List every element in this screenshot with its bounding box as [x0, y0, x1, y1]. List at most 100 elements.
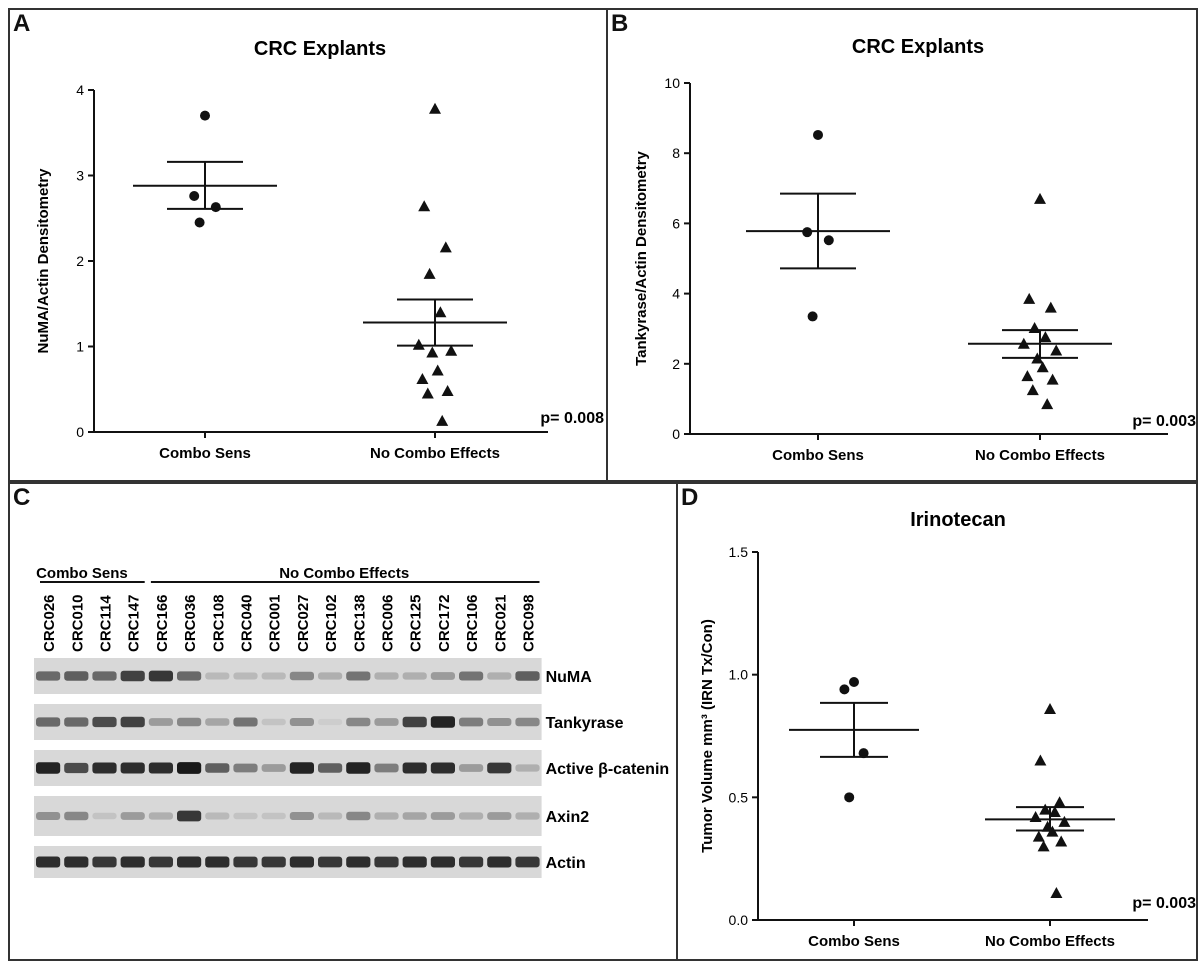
blot-band — [64, 762, 89, 774]
blot-band — [36, 762, 61, 774]
lane-label: CRC010 — [69, 594, 86, 652]
panel-label-d: D — [681, 484, 699, 511]
data-point-triangle — [1048, 806, 1061, 818]
data-point-triangle — [1050, 887, 1063, 899]
y-axis-label: NuMA/Actin Densitometry — [35, 168, 52, 354]
lane-label: CRC001 — [267, 594, 284, 652]
y-tick-label: 6 — [672, 215, 680, 231]
blot-band — [205, 763, 230, 773]
lane-label: CRC172 — [436, 594, 453, 652]
blot-band — [205, 718, 230, 726]
y-tick-label: 0 — [672, 426, 680, 442]
lane-label: CRC147 — [126, 594, 143, 652]
band-label: NuMA — [546, 669, 593, 686]
blot-band — [177, 856, 202, 868]
blot-band — [515, 671, 540, 681]
blot-band — [515, 717, 540, 727]
y-tick-label: 4 — [76, 82, 84, 98]
data-point-triangle — [423, 267, 436, 279]
data-point-triangle — [1034, 754, 1047, 766]
data-point-triangle — [1044, 301, 1057, 313]
lane-label: CRC026 — [41, 594, 58, 652]
blot-band — [148, 670, 173, 682]
blot-membrane — [34, 704, 542, 740]
blot-band — [177, 717, 202, 727]
data-point-triangle — [416, 372, 429, 384]
lane-label: CRC027 — [295, 594, 312, 652]
blot-band — [177, 762, 202, 774]
data-point-triangle — [436, 414, 449, 426]
blot-band — [92, 671, 117, 681]
y-tick-label: 3 — [76, 168, 84, 184]
lane-label: CRC106 — [464, 594, 481, 652]
blot-band — [289, 717, 314, 727]
panel-label-c: C — [13, 484, 31, 511]
lane-label: CRC102 — [323, 594, 340, 652]
band-label: Active β-catenin — [546, 761, 670, 778]
blot-band — [289, 811, 314, 821]
blot-band — [205, 856, 230, 868]
blot-band — [92, 812, 117, 820]
panel-c: C Combo Sens No Combo Effects CRC026 CRC010… — [8, 482, 678, 961]
data-point-triangle — [445, 344, 458, 356]
lane-label: CRC166 — [154, 594, 171, 652]
y-tick-label: 2 — [672, 356, 680, 372]
blot-band — [233, 672, 258, 680]
blot-band — [430, 762, 455, 774]
blot-band — [402, 812, 427, 820]
data-point-triangle — [1023, 292, 1036, 304]
blot-band — [64, 811, 89, 821]
blot-membrane — [34, 796, 542, 836]
blot-band — [346, 717, 371, 727]
lane-label: CRC036 — [182, 594, 199, 652]
blot-band — [64, 671, 89, 681]
p-value-annotation: p= 0.003 — [1132, 895, 1196, 912]
blot-membrane — [34, 658, 542, 694]
p-value-annotation: p= 0.008 — [540, 410, 604, 427]
data-point-circle — [210, 202, 221, 213]
data-point-circle — [844, 792, 855, 803]
blot-band — [289, 671, 314, 681]
blot-band — [120, 670, 145, 682]
data-point-triangle — [412, 338, 425, 350]
blot-band — [346, 762, 371, 774]
blot-band — [459, 671, 484, 681]
data-point-triangle — [439, 241, 452, 253]
data-point-triangle — [421, 387, 434, 399]
blot-membrane — [34, 750, 542, 786]
band-label: Tankyrase — [546, 715, 624, 732]
blot-band — [374, 812, 399, 820]
data-point-circle — [194, 217, 205, 228]
blot-band — [346, 671, 371, 681]
blot-band — [177, 671, 202, 681]
blot-band — [120, 716, 145, 728]
blot-band — [318, 856, 343, 868]
blot-band — [177, 810, 202, 822]
blot-band — [459, 812, 484, 820]
y-tick-label: 8 — [672, 145, 680, 161]
data-point-triangle — [1039, 803, 1052, 815]
data-point-triangle — [1026, 384, 1039, 396]
y-tick-label: 4 — [672, 286, 680, 302]
data-point-circle — [858, 748, 869, 759]
blot-band — [515, 856, 540, 868]
panel-label-b: B — [611, 10, 629, 37]
blot-band — [515, 812, 540, 820]
y-tick-label: 0 — [76, 424, 84, 440]
data-point-circle — [200, 110, 210, 121]
data-point-triangle — [1034, 192, 1046, 204]
blot-band — [205, 672, 230, 680]
blot-band — [261, 812, 286, 820]
blot-band — [487, 812, 512, 820]
data-point-triangle — [1058, 815, 1071, 827]
y-tick-label: 1.0 — [729, 667, 749, 683]
data-point-triangle — [1050, 344, 1063, 356]
blot-band — [487, 762, 512, 774]
lane-label: CRC040 — [239, 594, 256, 652]
group-label-combo-sens: Combo Sens — [36, 565, 128, 582]
blot-band — [459, 856, 484, 868]
blot-band — [92, 856, 117, 868]
band-label: Axin2 — [546, 809, 590, 826]
panel-b: B CRC Explants 0 2 4 6 8 10 Tankyrase/Actin Den… — [606, 8, 1198, 482]
blot-band — [318, 763, 343, 773]
